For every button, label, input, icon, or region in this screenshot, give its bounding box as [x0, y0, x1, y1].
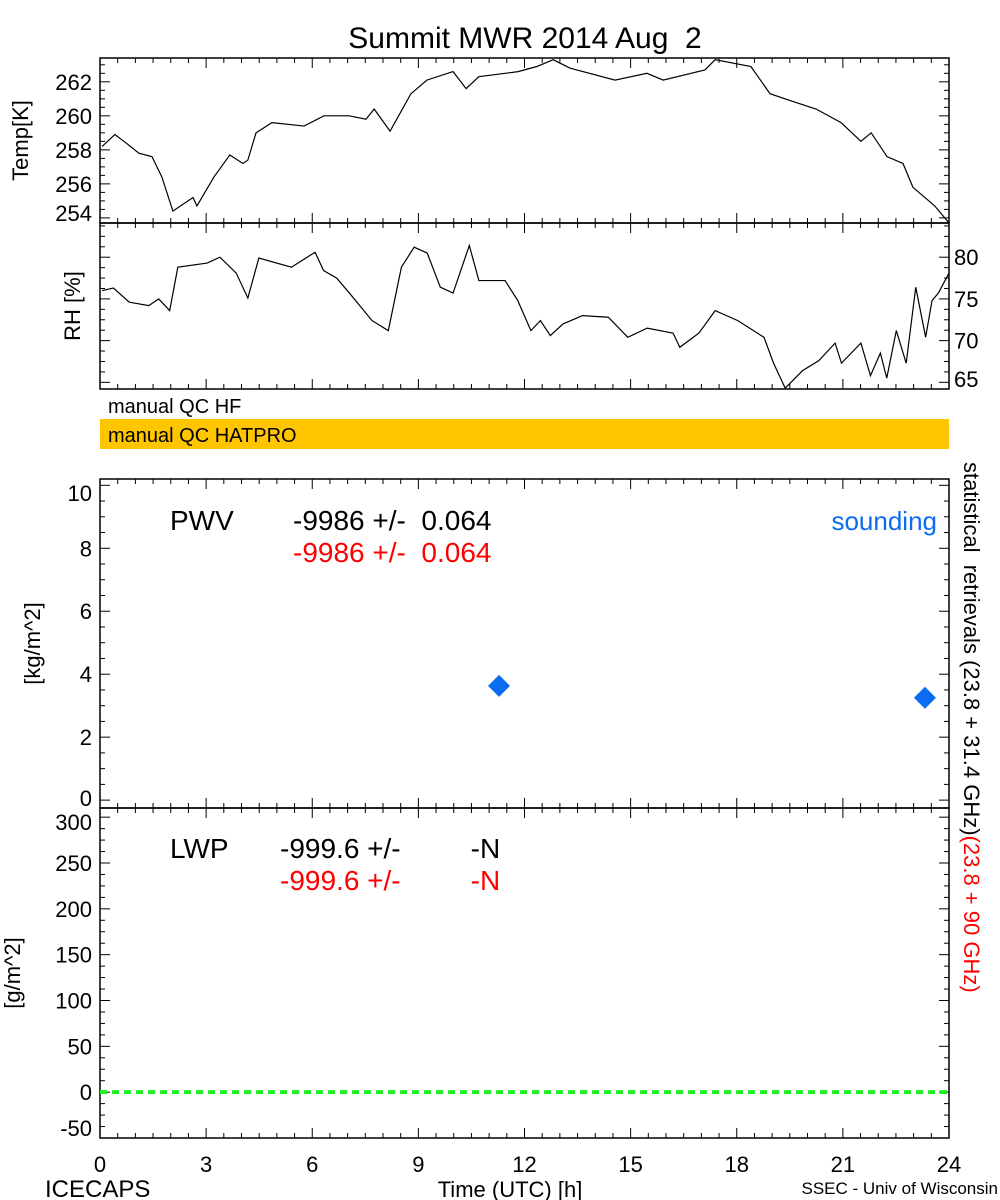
y-tick-label: 150	[55, 943, 92, 968]
right-label-black: statistical retrievals (23.8 + 31.4 GHz)	[959, 462, 984, 836]
y-tick-label: 80	[954, 245, 978, 270]
y-tick-label: 8	[80, 536, 92, 561]
y-axis-label: [kg/m^2]	[20, 602, 45, 684]
footer-right: SSEC - Univ of Wisconsin	[802, 1179, 999, 1198]
y-tick-label: 100	[55, 989, 92, 1014]
pwv-label: PWV	[170, 505, 234, 536]
plot-frame	[99, 57, 950, 224]
y-tick-label: 200	[55, 897, 92, 922]
y-tick-label: 0	[80, 1080, 92, 1105]
pwv-value-red: -9986 +/- 0.064	[293, 537, 491, 568]
y-tick-label: 75	[954, 287, 978, 312]
y-tick-label: 262	[55, 70, 92, 95]
y-tick-label: 10	[68, 481, 92, 506]
footer-left: ICECAPS	[45, 1176, 150, 1200]
y-axis-label: [g/m^2]	[0, 937, 25, 1008]
y-tick-label: 6	[80, 599, 92, 624]
x-tick-label: 6	[306, 1152, 318, 1177]
lwp-value-red: -999.6 +/- -N	[280, 865, 500, 896]
lwp-value-black: -999.6 +/- -N	[280, 833, 500, 864]
x-tick-label: 9	[412, 1152, 424, 1177]
y-tick-label: 65	[954, 367, 978, 392]
y-axis-label: RH [%]	[60, 271, 85, 341]
chart-title: Summit MWR 2014 Aug 2	[348, 22, 701, 55]
relative-humidity-panel: 65 70 75 80 RH [%]	[60, 222, 978, 392]
y-tick-label: 50	[68, 1034, 92, 1059]
y-tick-label: 254	[55, 201, 92, 226]
y-tick-label: 0	[80, 786, 92, 811]
x-tick-label: 18	[725, 1152, 749, 1177]
y-tick-label: 260	[55, 104, 92, 129]
qc-hatpro-bar	[100, 419, 949, 449]
y-tick-label: 300	[55, 810, 92, 835]
right-label-red: (23.8 + 90 GHz)	[959, 836, 984, 993]
temperature-panel: 254 256 258 260 262 Temp[K]	[8, 57, 950, 226]
x-tick-label: 21	[831, 1152, 855, 1177]
y-tick-label: 70	[954, 329, 978, 354]
relative-humidity-line	[101, 243, 950, 390]
right-vertical-label: statistical retrievals (23.8 + 31.4 GHz)…	[959, 462, 984, 993]
y-tick-label: 258	[55, 138, 92, 163]
y-axis-label: Temp[K]	[8, 100, 33, 181]
x-tick-label: 0	[94, 1152, 106, 1177]
x-tick-label: 3	[200, 1152, 212, 1177]
x-tick-label: 15	[618, 1152, 642, 1177]
y-tick-label: 256	[55, 172, 92, 197]
x-tick-label: 12	[512, 1152, 536, 1177]
qc-hf-label: manual QC HF	[108, 396, 241, 418]
plot-frame	[99, 222, 950, 390]
x-axis-title: Time (UTC) [h]	[438, 1177, 583, 1200]
sounding-legend: sounding	[831, 506, 937, 536]
y-tick-label: -50	[60, 1116, 92, 1141]
x-tick-label: 24	[937, 1152, 961, 1177]
y-tick-label: 250	[55, 851, 92, 876]
y-tick-label: 2	[80, 725, 92, 750]
qc-hatpro-label: manual QC HATPRO	[108, 425, 297, 447]
lwp-zero-panel: -50 0 50 100 150 200 250 300 [g/m^2]	[0, 807, 950, 1141]
pwv-value-black: -9986 +/- 0.064	[293, 505, 491, 536]
lwp-label: LWP	[170, 833, 229, 864]
y-tick-label: 4	[80, 662, 92, 687]
sounding-point	[488, 674, 511, 697]
temperature-line	[101, 59, 950, 224]
sounding-point	[913, 686, 936, 709]
